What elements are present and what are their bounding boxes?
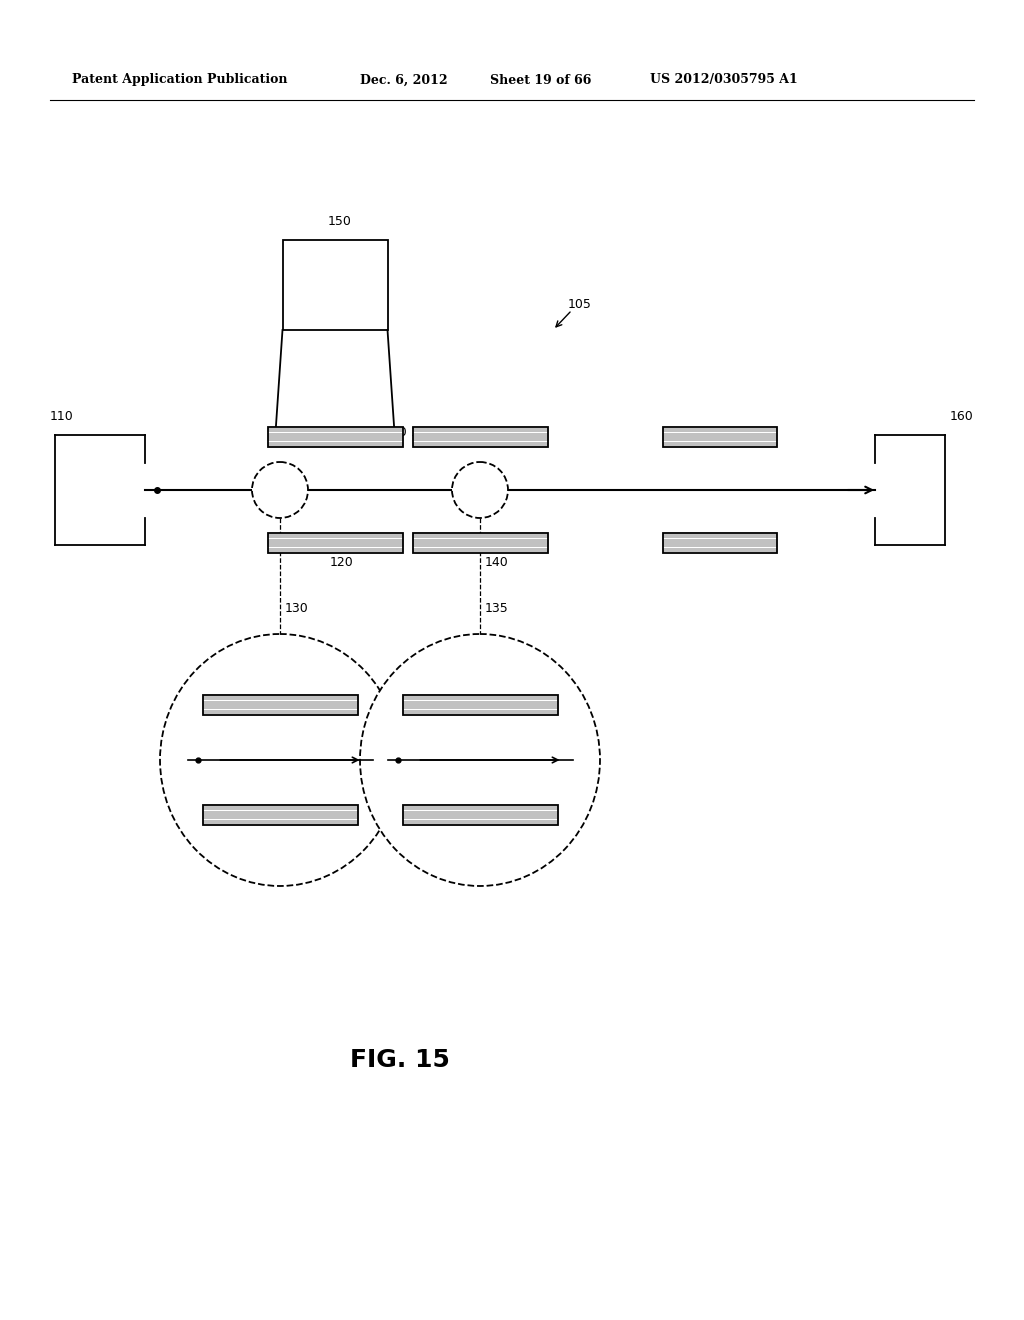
Text: 160: 160 <box>950 411 974 422</box>
Text: 110: 110 <box>50 411 74 422</box>
Text: 120: 120 <box>330 557 353 569</box>
Text: 140: 140 <box>384 425 408 438</box>
Bar <box>267 533 402 553</box>
Text: 120: 120 <box>411 425 434 438</box>
Text: 150: 150 <box>328 215 352 228</box>
Bar <box>402 696 557 715</box>
Bar <box>203 696 357 715</box>
Circle shape <box>452 462 508 517</box>
Text: 140: 140 <box>485 557 509 569</box>
Bar <box>402 805 557 825</box>
Bar <box>267 426 402 447</box>
Text: 130: 130 <box>285 602 309 615</box>
Bar <box>663 426 777 447</box>
Text: Dec. 6, 2012: Dec. 6, 2012 <box>360 74 447 87</box>
Bar <box>413 426 548 447</box>
Text: FIG. 15: FIG. 15 <box>350 1048 450 1072</box>
Circle shape <box>252 462 308 517</box>
Text: 105: 105 <box>568 298 592 312</box>
Bar <box>203 805 357 825</box>
Ellipse shape <box>360 634 600 886</box>
Text: US 2012/0305795 A1: US 2012/0305795 A1 <box>650 74 798 87</box>
Bar <box>413 533 548 553</box>
Text: 135: 135 <box>485 602 509 615</box>
Ellipse shape <box>160 634 400 886</box>
Text: Sheet 19 of 66: Sheet 19 of 66 <box>490 74 592 87</box>
Text: Patent Application Publication: Patent Application Publication <box>72 74 288 87</box>
Bar <box>663 533 777 553</box>
Bar <box>283 240 387 330</box>
